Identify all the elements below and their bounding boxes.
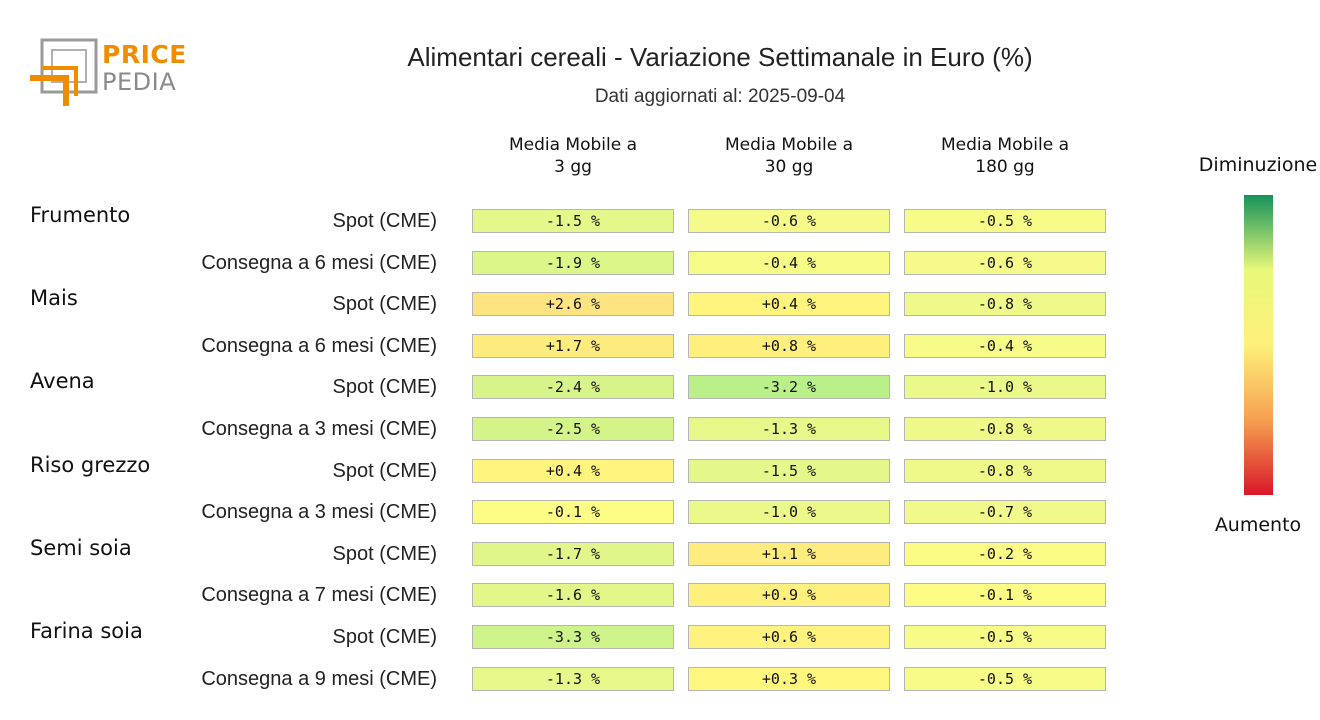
heatmap-cell: +0.4 % xyxy=(688,292,890,317)
heatmap-cell: -1.0 % xyxy=(904,375,1106,400)
row-label: Spot (CME) xyxy=(332,542,437,565)
heatmap-cell: +0.4 % xyxy=(472,458,674,483)
row-label: Spot (CME) xyxy=(332,210,437,232)
row-label: Consegna a 6 mesi (CME) xyxy=(201,334,437,357)
commodity-group-label: Avena xyxy=(30,369,95,394)
row-label: Consegna a 7 mesi (CME) xyxy=(201,584,437,607)
logo-text-price: PRICE xyxy=(102,40,187,69)
heatmap-cell: -0.2 % xyxy=(904,541,1106,566)
heatmap-cell: -2.4 % xyxy=(472,375,674,400)
legend-top-label: Diminuzione xyxy=(1198,154,1318,176)
row-label: Consegna a 6 mesi (CME) xyxy=(201,251,437,274)
heatmap-cell: +2.6 % xyxy=(472,292,674,317)
heatmap-cell: -0.4 % xyxy=(688,250,890,275)
heatmap-cell: -0.7 % xyxy=(904,500,1106,525)
commodity-group-label: Farina soia xyxy=(30,619,143,643)
row-label: Consegna a 3 mesi (CME) xyxy=(201,501,437,524)
heatmap-cell: -0.6 % xyxy=(688,209,890,233)
heatmap-cell: -1.5 % xyxy=(688,458,890,483)
pricepedia-logo xyxy=(30,38,98,106)
heatmap-cell: -1.9 % xyxy=(472,250,674,275)
heatmap-cell: -0.8 % xyxy=(904,292,1106,317)
heatmap-cell: +1.1 % xyxy=(688,541,890,566)
heatmap-cell: +0.9 % xyxy=(688,583,890,608)
column-header-line: 30 gg xyxy=(764,157,814,177)
column-header: Media Mobile a 30 gg xyxy=(688,134,890,178)
row-label: Spot (CME) xyxy=(332,626,437,648)
chart-title: Alimentari cereali - Variazione Settiman… xyxy=(407,42,1033,72)
commodity-group-label: Frumento xyxy=(30,203,131,227)
heatmap-cell: -1.3 % xyxy=(688,417,890,441)
row-label: Consegna a 3 mesi (CME) xyxy=(201,418,437,440)
row-label: Spot (CME) xyxy=(332,376,437,399)
heatmap-cell: -2.5 % xyxy=(472,417,674,441)
heatmap-cell: +0.8 % xyxy=(688,333,890,358)
commodity-group-label: Riso grezzo xyxy=(30,452,151,477)
logo-text-pedia: PEDIA xyxy=(102,68,177,96)
column-header: Media Mobile a 180 gg xyxy=(904,134,1106,178)
heatmap-cell: -0.8 % xyxy=(904,458,1106,483)
row-label: Consegna a 9 mesi (CME) xyxy=(201,667,437,690)
legend-bottom-label: Aumento xyxy=(1214,514,1302,536)
column-header-line: Media Mobile a xyxy=(508,135,638,155)
heatmap-cell: -3.3 % xyxy=(472,625,674,649)
heatmap-cell: -0.4 % xyxy=(904,333,1106,358)
heatmap-cell: -3.2 % xyxy=(688,375,890,400)
color-scale-bar xyxy=(1244,195,1273,495)
commodity-group-label: Semi soia xyxy=(30,535,132,560)
heatmap-cell: -1.0 % xyxy=(688,500,890,525)
column-header-line: 180 gg xyxy=(975,157,1035,177)
commodity-group-label: Mais xyxy=(30,286,78,311)
column-header-line: Media Mobile a xyxy=(940,135,1070,155)
heatmap-cell: -1.7 % xyxy=(472,541,674,566)
heatmap-cell: -1.3 % xyxy=(472,666,674,691)
heatmap-cell: -0.6 % xyxy=(904,250,1106,275)
heatmap-cell: -0.5 % xyxy=(904,625,1106,649)
heatmap-cell: -0.5 % xyxy=(904,209,1106,233)
heatmap-cell: +1.7 % xyxy=(472,333,674,358)
heatmap-cell: -1.5 % xyxy=(472,209,674,233)
heatmap-cell: -0.1 % xyxy=(904,583,1106,608)
heatmap-cell: -1.6 % xyxy=(472,583,674,608)
column-header-line: Media Mobile a xyxy=(724,135,854,155)
heatmap-cell: -0.1 % xyxy=(472,500,674,525)
column-header-line: 3 gg xyxy=(554,157,592,177)
row-label: Spot (CME) xyxy=(332,459,437,482)
heatmap-cell: +0.6 % xyxy=(688,625,890,649)
heatmap-cell: +0.3 % xyxy=(688,666,890,691)
row-label: Spot (CME) xyxy=(332,293,437,316)
heatmap-cell: -0.8 % xyxy=(904,417,1106,441)
heatmap-cell: -0.5 % xyxy=(904,666,1106,691)
chart-subtitle: Dati aggiornati al: 2025-09-04 xyxy=(594,86,846,107)
